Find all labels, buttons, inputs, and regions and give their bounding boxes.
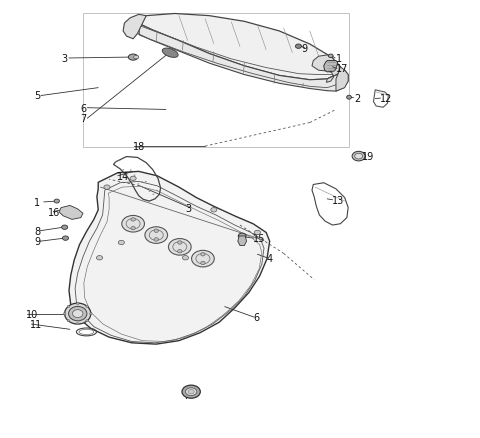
Text: 6: 6: [80, 103, 86, 113]
Text: 13: 13: [332, 195, 344, 205]
Ellipse shape: [133, 175, 135, 177]
Polygon shape: [336, 67, 348, 92]
Text: 18: 18: [133, 142, 145, 152]
Ellipse shape: [154, 230, 158, 233]
Ellipse shape: [69, 307, 87, 321]
Ellipse shape: [126, 174, 128, 175]
Ellipse shape: [201, 253, 205, 256]
Ellipse shape: [76, 323, 79, 325]
Ellipse shape: [178, 241, 182, 245]
Ellipse shape: [63, 313, 66, 315]
Text: 7: 7: [183, 390, 190, 400]
Ellipse shape: [72, 310, 83, 318]
Text: 16: 16: [48, 207, 60, 217]
Ellipse shape: [137, 184, 139, 185]
Polygon shape: [69, 172, 270, 344]
Ellipse shape: [178, 250, 182, 254]
Ellipse shape: [211, 208, 217, 212]
Ellipse shape: [76, 303, 79, 305]
Text: 5: 5: [34, 91, 40, 101]
Ellipse shape: [188, 390, 194, 394]
Text: 11: 11: [30, 319, 42, 329]
Ellipse shape: [104, 185, 110, 190]
Ellipse shape: [62, 237, 69, 241]
Polygon shape: [324, 61, 338, 73]
Ellipse shape: [85, 320, 88, 322]
Text: 3: 3: [61, 54, 68, 64]
Ellipse shape: [96, 256, 103, 260]
Text: 7: 7: [80, 114, 86, 124]
Ellipse shape: [115, 162, 117, 163]
Ellipse shape: [131, 227, 135, 230]
Polygon shape: [238, 237, 247, 246]
Ellipse shape: [145, 181, 147, 183]
Ellipse shape: [192, 251, 214, 267]
Polygon shape: [123, 15, 146, 40]
Text: 19: 19: [362, 152, 374, 162]
Ellipse shape: [238, 233, 246, 239]
Ellipse shape: [352, 152, 365, 162]
Text: 17: 17: [336, 64, 348, 74]
Ellipse shape: [67, 306, 70, 308]
Ellipse shape: [254, 231, 261, 235]
Ellipse shape: [130, 177, 136, 181]
Ellipse shape: [119, 160, 120, 162]
Ellipse shape: [122, 170, 124, 171]
Ellipse shape: [355, 154, 362, 159]
Ellipse shape: [168, 239, 191, 255]
Text: 15: 15: [253, 233, 265, 244]
Ellipse shape: [118, 241, 124, 245]
Text: 1: 1: [336, 54, 342, 64]
Ellipse shape: [182, 256, 189, 260]
Ellipse shape: [156, 191, 158, 192]
Text: 6: 6: [253, 312, 259, 322]
Ellipse shape: [141, 182, 143, 183]
Ellipse shape: [61, 226, 68, 230]
Text: 1: 1: [34, 198, 40, 208]
Polygon shape: [59, 206, 83, 220]
Ellipse shape: [67, 320, 70, 322]
Ellipse shape: [131, 218, 135, 222]
Polygon shape: [135, 25, 348, 92]
Ellipse shape: [185, 388, 197, 396]
Ellipse shape: [347, 96, 351, 100]
Ellipse shape: [295, 45, 301, 49]
Text: 9: 9: [301, 43, 307, 53]
Ellipse shape: [128, 55, 138, 61]
Text: 14: 14: [117, 171, 129, 181]
Polygon shape: [139, 14, 340, 81]
Ellipse shape: [145, 227, 168, 244]
Ellipse shape: [328, 55, 333, 58]
Ellipse shape: [162, 49, 178, 58]
Ellipse shape: [54, 200, 60, 204]
Ellipse shape: [89, 313, 92, 315]
Ellipse shape: [133, 56, 139, 60]
Text: 4: 4: [266, 253, 272, 263]
Text: 8: 8: [34, 226, 40, 236]
Ellipse shape: [154, 238, 158, 242]
Text: 3: 3: [185, 203, 192, 213]
Ellipse shape: [182, 385, 200, 398]
Ellipse shape: [122, 216, 144, 233]
Ellipse shape: [201, 261, 205, 265]
Text: 2: 2: [354, 94, 360, 104]
Ellipse shape: [85, 306, 88, 308]
Ellipse shape: [149, 191, 150, 192]
Text: 9: 9: [34, 237, 40, 247]
Polygon shape: [312, 56, 340, 83]
Ellipse shape: [130, 170, 132, 171]
Ellipse shape: [65, 304, 91, 324]
Text: 10: 10: [26, 309, 38, 319]
Ellipse shape: [153, 194, 154, 195]
Text: 12: 12: [380, 94, 392, 104]
